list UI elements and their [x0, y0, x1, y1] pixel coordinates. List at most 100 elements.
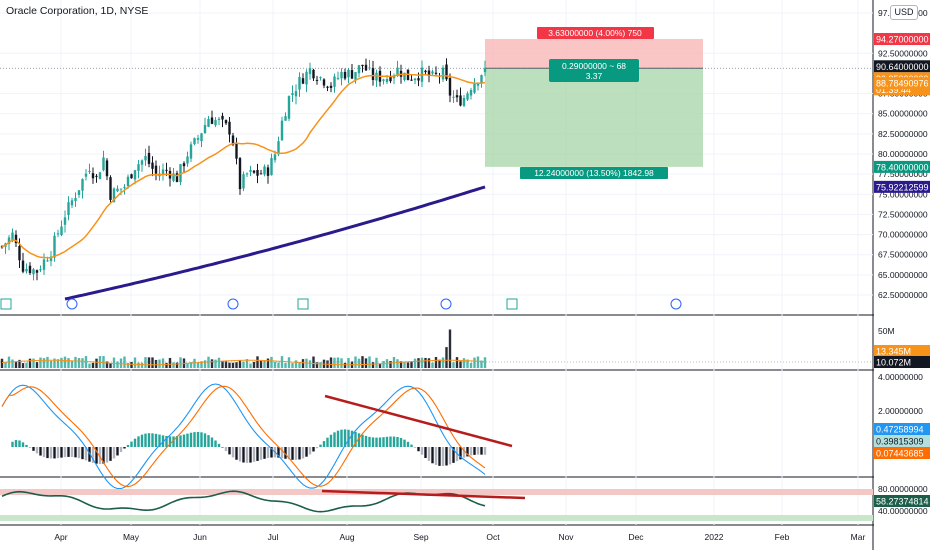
- macd-histogram-bar: [81, 447, 84, 460]
- macd-histogram-bar: [291, 447, 294, 460]
- volume-bar: [406, 362, 410, 368]
- volume-bar: [25, 362, 28, 368]
- volume-bar: [49, 360, 53, 368]
- macd-histogram-bar: [343, 429, 347, 447]
- volume-bar: [144, 357, 147, 368]
- volume-bar: [427, 358, 431, 368]
- macd-histogram-bar: [193, 432, 196, 447]
- volume-bar: [371, 362, 375, 368]
- candle-body: [319, 77, 322, 79]
- candle-body: [459, 95, 462, 106]
- volume-bar: [116, 361, 119, 368]
- volume-bar: [151, 357, 154, 368]
- candle-body: [25, 268, 28, 272]
- candle-body: [98, 172, 102, 180]
- macd-histogram-bar: [252, 447, 256, 462]
- price-axis-label: 75.92212599: [876, 182, 929, 192]
- volume-bar: [193, 358, 196, 368]
- candle-body: [189, 144, 193, 159]
- macd-histogram-bar: [294, 447, 298, 460]
- volume-bar: [312, 356, 315, 368]
- time-axis-label: Aug: [339, 532, 354, 542]
- volume-bar: [459, 361, 462, 368]
- macd-histogram-bar: [186, 433, 189, 447]
- volume-bar: [67, 358, 70, 368]
- volume-bar: [417, 358, 420, 368]
- macd-histogram-bar: [480, 447, 483, 455]
- macd-histogram-bar: [462, 447, 466, 458]
- dividend-marker[interactable]: [66, 298, 78, 310]
- candle-body: [252, 170, 256, 173]
- candle-body: [56, 233, 60, 235]
- macd-histogram-bar: [67, 447, 70, 457]
- volume-bar: [18, 359, 21, 368]
- macd-histogram-bar: [410, 444, 413, 447]
- dividend-marker[interactable]: [227, 298, 239, 310]
- volume-bar: [140, 362, 144, 368]
- macd-histogram-bar: [396, 436, 399, 447]
- currency-button[interactable]: USD: [890, 5, 918, 20]
- macd-histogram-bar: [102, 447, 105, 464]
- macd-histogram-bar: [340, 429, 343, 447]
- earnings-marker[interactable]: [0, 298, 12, 310]
- macd-histogram-bar: [385, 436, 389, 447]
- volume-bar: [238, 360, 242, 368]
- candle-body: [11, 232, 14, 241]
- time-axis-label: Nov: [558, 532, 574, 542]
- axes[interactable]: 97.5000000092.5000000087.5000000085.0000…: [54, 0, 932, 550]
- dividend-marker[interactable]: [670, 298, 682, 310]
- price-tick-label: 62.50000000: [878, 290, 928, 300]
- candle-body: [427, 70, 431, 77]
- rsi-oversold-band: [0, 515, 873, 521]
- macd-histogram-bar: [308, 447, 312, 455]
- price-axis-label-bg: [874, 77, 930, 90]
- macd-histogram-bar: [445, 447, 448, 466]
- center-label-line-2: 3.37: [586, 71, 603, 81]
- time-axis-label: 2022: [705, 532, 724, 542]
- macd-histogram-bar: [32, 447, 35, 451]
- macd-histogram-bar: [49, 447, 53, 459]
- volume-bar: [294, 360, 298, 368]
- candle-body: [431, 71, 434, 74]
- volume-bar: [245, 359, 249, 368]
- macd-histogram-bar: [329, 434, 333, 447]
- candle-body: [228, 121, 231, 135]
- candle-body: [413, 78, 417, 81]
- volume-bar: [14, 361, 18, 368]
- volume-bar: [378, 363, 382, 368]
- candle-body: [333, 76, 336, 87]
- dividend-marker[interactable]: [440, 298, 452, 310]
- earnings-marker[interactable]: [506, 298, 518, 310]
- earnings-marker[interactable]: [297, 298, 309, 310]
- volume-bar: [469, 362, 473, 368]
- macd-histogram-bar: [123, 447, 126, 449]
- stop-label-bg: [537, 27, 654, 39]
- macd-histogram-bar: [406, 441, 410, 447]
- volume-bar: [200, 361, 203, 368]
- macd-histogram-bar: [196, 431, 200, 447]
- candle-body: [238, 158, 242, 190]
- volume-bar: [210, 359, 214, 368]
- candle-body: [277, 141, 280, 155]
- position-zones[interactable]: [0, 39, 873, 167]
- candle-body: [7, 237, 11, 244]
- candle-body: [235, 144, 238, 159]
- volume-bar: [63, 356, 67, 368]
- candle-body: [112, 188, 116, 203]
- volume-bar: [396, 359, 399, 368]
- volume-bar: [308, 360, 312, 368]
- macd-histogram-bar: [466, 447, 469, 457]
- event-markers[interactable]: [0, 298, 682, 310]
- volume-bar: [319, 362, 322, 368]
- volume-bar: [329, 357, 333, 368]
- volume-bar: [235, 362, 238, 368]
- macd-line: [1, 383, 486, 490]
- macd-histogram-bar: [263, 447, 266, 459]
- macd-histogram-bar: [483, 447, 487, 455]
- macd-histogram-bar: [413, 447, 417, 448]
- candle-body: [441, 67, 445, 80]
- macd-histogram-bar: [98, 447, 102, 464]
- take-profit-zone[interactable]: [485, 68, 703, 167]
- candle-body: [63, 217, 67, 225]
